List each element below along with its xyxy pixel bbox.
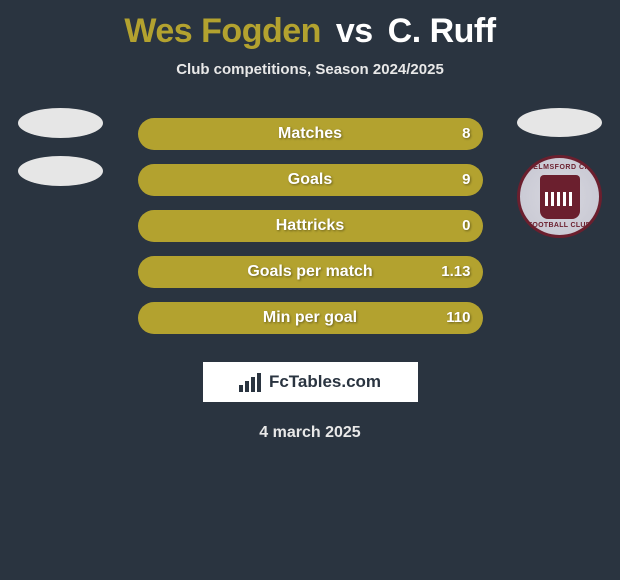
right-logo-column: CHELMSFORD CITY FOOTBALL CLUB [517,108,602,238]
stat-value: 8 [462,118,470,150]
shield-icon [540,175,580,219]
subtitle: Club competitions, Season 2024/2025 [0,61,620,78]
player1-name: Wes Fogden [124,12,321,50]
left-logo-column [18,108,103,193]
vs-text: vs [336,12,373,50]
stat-row-min-per-goal: Min per goal 110 [138,302,483,334]
page-title: Wes Fogden vs C. Ruff [0,0,620,51]
bar-chart-icon [239,373,261,392]
fctables-label: FcTables.com [269,372,381,392]
stat-label: Goals per match [138,256,483,288]
stat-row-goals-per-match: Goals per match 1.13 [138,256,483,288]
stat-row-matches: Matches 8 [138,118,483,150]
stat-label: Min per goal [138,302,483,334]
date-text: 4 march 2025 [0,424,620,442]
player1-club-placeholder [18,156,103,186]
stat-value: 1.13 [441,256,470,288]
stat-label: Matches [138,118,483,150]
stat-value: 0 [462,210,470,242]
stat-row-goals: Goals 9 [138,164,483,196]
stat-value: 110 [446,302,470,334]
content-area: CHELMSFORD CITY FOOTBALL CLUB Matches 8 … [0,118,620,442]
player2-name: C. Ruff [388,12,496,50]
stat-row-hattricks: Hattricks 0 [138,210,483,242]
stat-label: Hattricks [138,210,483,242]
fctables-badge[interactable]: FcTables.com [203,362,418,402]
stat-label: Goals [138,164,483,196]
player2-logo-placeholder [517,108,602,137]
club-badge-top-text: CHELMSFORD CITY [522,164,597,171]
club-badge-bottom-text: FOOTBALL CLUB [528,222,591,229]
stats-container: Matches 8 Goals 9 Hattricks 0 Goals per … [138,118,483,334]
player2-club-badge: CHELMSFORD CITY FOOTBALL CLUB [517,155,602,238]
stat-value: 9 [462,164,470,196]
player1-logo-placeholder [18,108,103,138]
